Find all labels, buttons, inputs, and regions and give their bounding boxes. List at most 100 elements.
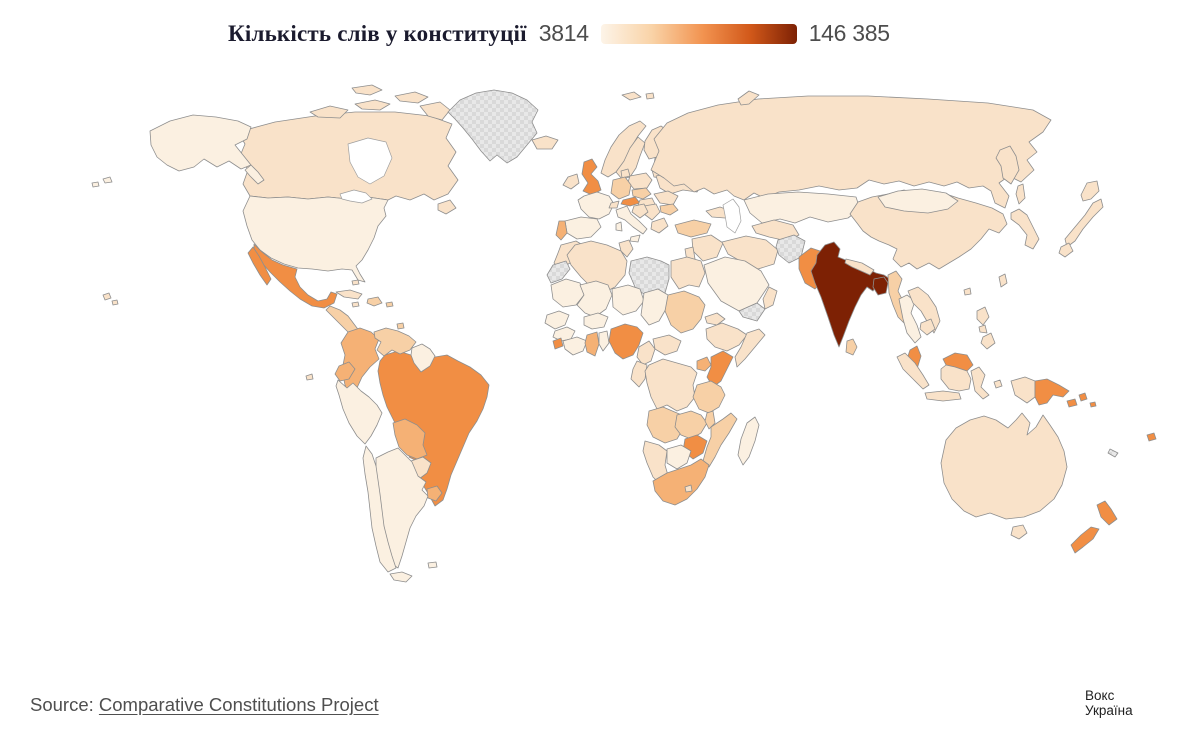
country-tanzania[interactable] xyxy=(692,380,726,414)
bahamas-island[interactable] xyxy=(351,279,360,286)
country-greece[interactable] xyxy=(650,217,669,234)
country-central-african-republic[interactable] xyxy=(652,334,682,356)
source-link[interactable]: Comparative Constitutions Project xyxy=(98,694,379,715)
country-united-kingdom[interactable] xyxy=(581,158,602,196)
country-sierra-leone[interactable] xyxy=(552,337,564,350)
country-south-africa[interactable] xyxy=(652,458,710,506)
country-cambodia[interactable] xyxy=(919,318,936,336)
country-portugal[interactable] xyxy=(555,220,568,241)
country-new-zealand-south[interactable] xyxy=(1070,526,1100,554)
country-yemen[interactable] xyxy=(738,302,766,322)
country-russia-kamchatka[interactable] xyxy=(995,145,1020,185)
svalbard-island[interactable] xyxy=(621,91,642,101)
country-cuba[interactable] xyxy=(335,289,363,300)
country-peru[interactable] xyxy=(335,379,383,445)
region-syria-iraq[interactable] xyxy=(691,234,724,262)
country-papua-new-guinea[interactable] xyxy=(1034,378,1070,406)
country-usa-alaska-panhandle[interactable] xyxy=(244,164,265,185)
country-india[interactable] xyxy=(810,241,891,348)
country-canada-arctic-island[interactable] xyxy=(394,91,429,104)
country-iran[interactable] xyxy=(721,235,779,270)
country-egypt[interactable] xyxy=(670,256,706,290)
country-kenya[interactable] xyxy=(706,350,734,388)
country-ghana[interactable] xyxy=(584,331,600,357)
country-canada-arctic-island[interactable] xyxy=(351,84,383,96)
country-denmark[interactable] xyxy=(620,168,631,179)
sardinia-island[interactable] xyxy=(615,221,623,232)
aleutian-island[interactable] xyxy=(102,176,113,184)
country-mongolia[interactable] xyxy=(877,188,959,214)
galapagos-island[interactable] xyxy=(305,373,314,381)
aleutian-island[interactable] xyxy=(91,181,100,188)
country-greenland[interactable] xyxy=(447,89,539,164)
country-canada-baffin-island[interactable] xyxy=(419,101,451,121)
country-bolivia[interactable] xyxy=(392,418,428,460)
country-chile[interactable] xyxy=(362,445,397,573)
country-algeria[interactable] xyxy=(566,240,628,294)
country-austria[interactable] xyxy=(620,196,641,207)
country-canada[interactable] xyxy=(237,111,459,201)
falkland-island[interactable] xyxy=(427,561,438,569)
hainan-island[interactable] xyxy=(963,287,972,296)
sicily-island[interactable] xyxy=(629,234,641,243)
country-madagascar[interactable] xyxy=(737,416,760,466)
country-chad[interactable] xyxy=(640,288,669,326)
solomon-island[interactable] xyxy=(1089,401,1097,408)
country-canada-arctic-island[interactable] xyxy=(354,99,391,111)
country-cameroon[interactable] xyxy=(636,340,656,366)
country-italy[interactable] xyxy=(615,205,648,235)
country-indonesia-papua[interactable] xyxy=(1010,376,1036,404)
country-lesotho[interactable] xyxy=(684,484,693,493)
country-philippines-visayas[interactable] xyxy=(978,324,988,334)
country-somalia[interactable] xyxy=(734,328,766,368)
country-bangladesh[interactable] xyxy=(872,276,889,296)
country-australia-tasmania[interactable] xyxy=(1010,524,1028,540)
country-germany[interactable] xyxy=(610,176,632,200)
country-indonesia-java[interactable] xyxy=(924,390,962,402)
country-ethiopia[interactable] xyxy=(705,322,748,352)
country-france[interactable] xyxy=(577,191,615,220)
country-canada-newfoundland[interactable] xyxy=(437,199,457,215)
region-togo-benin[interactable] xyxy=(598,330,610,352)
country-niger[interactable] xyxy=(611,284,645,316)
country-nigeria[interactable] xyxy=(608,323,644,360)
country-uruguay[interactable] xyxy=(426,485,443,502)
country-new-caledonia[interactable] xyxy=(1107,448,1119,458)
country-canada-arctic-island[interactable] xyxy=(309,105,349,119)
country-poland[interactable] xyxy=(627,172,653,190)
region-tierra-del-fuego[interactable] xyxy=(389,571,413,583)
country-venezuela[interactable] xyxy=(373,327,417,357)
country-mauritania[interactable] xyxy=(550,278,585,308)
country-romania[interactable] xyxy=(653,190,679,206)
country-philippines-luzon[interactable] xyxy=(976,306,990,326)
country-sudan[interactable] xyxy=(664,290,706,334)
country-indonesia-sumatra[interactable] xyxy=(896,352,930,390)
country-turkey[interactable] xyxy=(674,219,712,238)
country-burkina-faso[interactable] xyxy=(583,312,609,330)
country-croatia[interactable] xyxy=(631,203,649,219)
country-iceland[interactable] xyxy=(531,135,559,150)
country-japan-hokkaido[interactable] xyxy=(1080,180,1100,202)
region-guyanas[interactable] xyxy=(410,343,436,373)
solomon-island[interactable] xyxy=(1078,392,1088,402)
country-mali[interactable] xyxy=(576,280,613,318)
country-saudi-arabia[interactable] xyxy=(703,256,770,312)
region-czech-slovakia[interactable] xyxy=(631,187,652,200)
country-tunisia[interactable] xyxy=(618,239,634,258)
country-botswana[interactable] xyxy=(666,444,692,470)
hawaii-island[interactable] xyxy=(102,292,112,301)
country-ireland[interactable] xyxy=(562,173,580,190)
country-eritrea[interactable] xyxy=(704,312,726,326)
country-senegal[interactable] xyxy=(544,310,570,330)
region-gabon-congo[interactable] xyxy=(630,360,648,388)
new-britain-island[interactable] xyxy=(1066,398,1078,408)
country-kazakhstan[interactable] xyxy=(743,191,861,224)
country-indonesia-sulawesi[interactable] xyxy=(970,366,990,400)
country-ecuador[interactable] xyxy=(334,361,356,382)
country-zambia[interactable] xyxy=(674,410,708,440)
moluccas-island[interactable] xyxy=(993,379,1003,389)
hawaii-island[interactable] xyxy=(111,299,119,306)
country-philippines-mindanao[interactable] xyxy=(980,332,996,350)
country-brazil[interactable] xyxy=(377,350,490,507)
country-fiji[interactable] xyxy=(1146,432,1157,442)
